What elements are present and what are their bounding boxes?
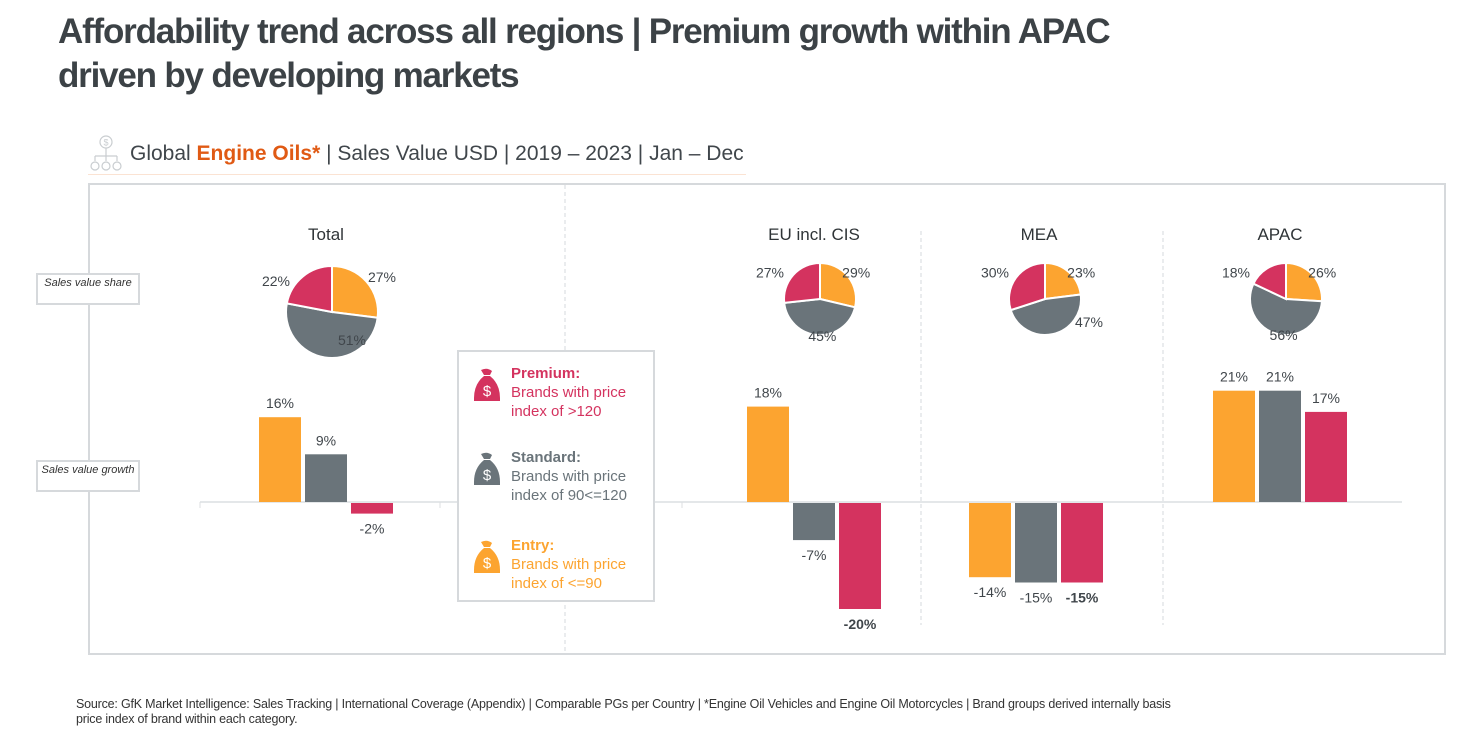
- bar-standard: [1259, 390, 1301, 502]
- svg-text:$: $: [103, 138, 108, 148]
- bar-value-label: -14%: [974, 584, 1007, 600]
- legend-desc: Brands with price: [511, 468, 627, 485]
- legend: $ Premium: Brands with price index of >120…: [457, 350, 655, 602]
- bar-premium: [1305, 411, 1347, 502]
- region-title: EU incl. CIS: [768, 225, 860, 244]
- pie-label: 29%: [842, 264, 870, 280]
- pie-slice-entry: [1285, 261, 1323, 303]
- bar-value-label: -2%: [360, 521, 385, 537]
- subtitle-divider: [88, 174, 746, 175]
- bar-value-label: -15%: [1020, 590, 1053, 606]
- bar-premium: [839, 503, 881, 609]
- row-label-growth: Sales value growth: [36, 460, 140, 492]
- pie-label: 56%: [1270, 327, 1298, 343]
- chart-frame: [88, 183, 1446, 655]
- bar-value-label: 16%: [266, 395, 294, 411]
- chart-subtitle: $ Global Engine Oils* | Sales Value USD …: [88, 134, 744, 174]
- legend-desc: index of 90<=120: [511, 487, 627, 504]
- pie-slice-premium: [285, 264, 333, 314]
- legend-item-entry: $ Entry: Brands with price index of <=90: [473, 536, 626, 593]
- pie-slice-standard: [1249, 282, 1323, 336]
- region-title: APAC: [1257, 225, 1302, 244]
- bar-value-label: -15%: [1066, 590, 1099, 606]
- pie-label: 23%: [1067, 264, 1095, 280]
- pie-slice-standard: [783, 297, 857, 336]
- subtitle-category: Engine Oils*: [196, 142, 321, 165]
- pie-label: 51%: [338, 332, 366, 348]
- pie-label: 18%: [1222, 264, 1250, 280]
- subtitle-prefix: Global: [130, 142, 197, 165]
- legend-item-premium: $ Premium: Brands with price index of >120: [473, 364, 626, 421]
- pie-slice-entry: [331, 264, 379, 319]
- pie-label: 47%: [1075, 314, 1103, 330]
- bar-value-label: 21%: [1220, 369, 1248, 385]
- legend-item-standard: $ Standard: Brands with price index of 90<…: [473, 448, 627, 505]
- svg-text:$: $: [483, 555, 492, 572]
- subtitle-suffix: | Sales Value USD | 2019 – 2023 | Jan – …: [320, 142, 744, 165]
- legend-desc: index of >120: [511, 403, 602, 420]
- legend-desc: Brands with price: [511, 384, 627, 401]
- svg-text:$: $: [483, 467, 492, 484]
- pie-slice-premium: [783, 261, 821, 305]
- legend-title: Premium:: [511, 365, 581, 382]
- pie-slice-entry: [1044, 261, 1082, 301]
- hierarchy-money-icon: $: [90, 135, 122, 171]
- bar-standard: [305, 454, 347, 502]
- pie-label: 26%: [1308, 264, 1336, 280]
- legend-desc: Brands with price: [511, 556, 627, 573]
- bar-value-label: 18%: [754, 385, 782, 401]
- source-footnote: Source: GfK Market Intelligence: Sales T…: [76, 697, 1171, 726]
- bar-standard: [1015, 503, 1057, 583]
- bar-entry: [259, 417, 301, 502]
- pie-slice-entry: [819, 261, 857, 309]
- bar-premium: [351, 503, 393, 514]
- region-title: Total: [308, 225, 344, 244]
- legend-title: Standard:: [511, 449, 582, 466]
- bar-entry: [747, 406, 789, 502]
- bar-value-label: -7%: [802, 547, 827, 563]
- money-bag-icon: $: [474, 540, 500, 573]
- region-title: MEA: [1021, 225, 1059, 244]
- pie-label: 45%: [808, 328, 836, 344]
- pie-slice-standard: [285, 302, 379, 359]
- pie-slice-premium: [1008, 261, 1046, 312]
- pie-slice-premium: [1252, 261, 1287, 301]
- bar-value-label: -20%: [844, 616, 877, 632]
- row-label-share: Sales value share: [36, 273, 140, 305]
- legend-desc: index of <=90: [511, 575, 602, 592]
- money-bag-icon: $: [474, 452, 500, 485]
- money-bag-icon: $: [474, 368, 500, 401]
- bar-value-label: 9%: [316, 432, 336, 448]
- pie-label: 27%: [756, 264, 784, 280]
- bar-premium: [1061, 503, 1103, 583]
- pie-label: 30%: [981, 264, 1009, 280]
- legend-title: Entry:: [511, 537, 555, 554]
- bar-value-label: 21%: [1266, 369, 1294, 385]
- page-title: Affordability trend across all regions |…: [58, 12, 1111, 95]
- bar-value-label: 17%: [1312, 390, 1340, 406]
- bar-entry: [1213, 390, 1255, 502]
- pie-label: 27%: [368, 269, 396, 285]
- svg-text:$: $: [483, 383, 492, 400]
- bar-standard: [793, 503, 835, 541]
- bar-entry: [969, 503, 1011, 578]
- pie-label: 22%: [262, 273, 290, 289]
